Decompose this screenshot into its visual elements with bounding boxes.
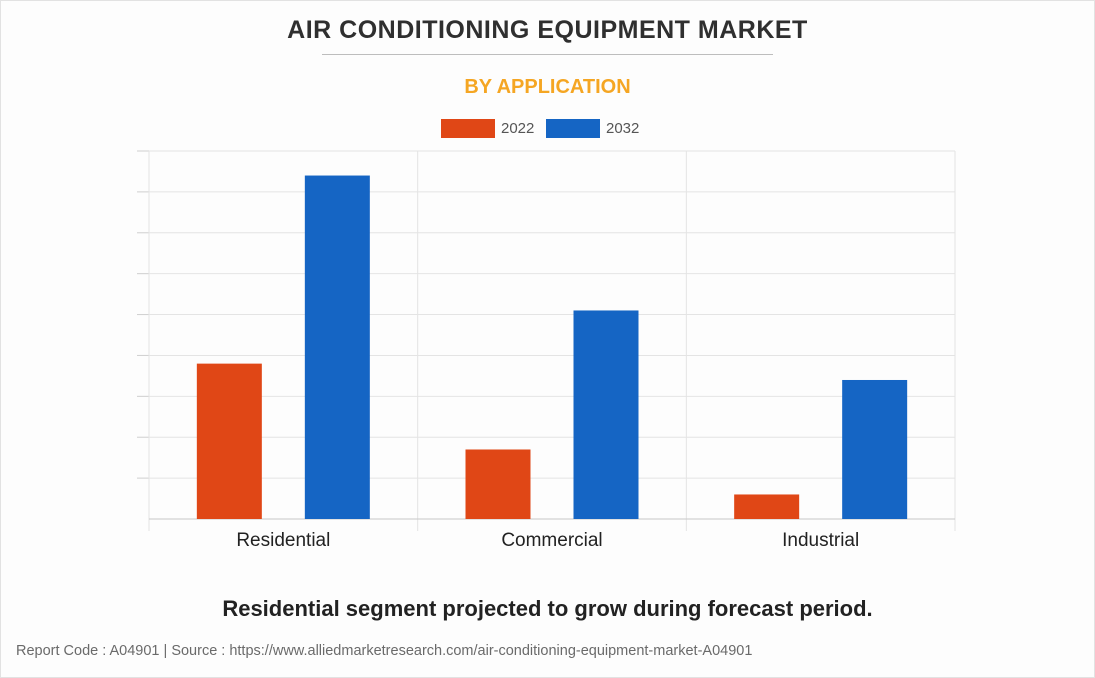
legend-label-2032: 2032 [606,120,640,137]
bar-2032-commercial [573,310,639,519]
x-tick-label: Industrial [782,530,859,551]
bar-2022-industrial [734,494,800,519]
bar-2032-residential [304,175,370,520]
legend-swatch-2032 [546,119,600,138]
bar-2022-commercial [465,449,531,519]
legend-item-2032[interactable]: 2032 [546,119,639,138]
x-tick-label: Residential [236,530,330,551]
legend-label-2022: 2022 [501,120,535,137]
bar-chart: Residential Commercial Industrial [137,150,956,551]
source-line: Report Code : A04901 | Source : https://… [16,643,753,659]
chart-subtitle: BY APPLICATION [464,76,631,98]
legend-swatch-2022 [441,119,495,138]
bar-2022-residential [196,363,262,519]
title-divider [322,54,773,55]
page-title: AIR CONDITIONING EQUIPMENT MARKET [287,16,808,44]
bar-2032-industrial [842,379,908,519]
chart-caption: Residential segment projected to grow du… [222,596,873,621]
legend-item-2022[interactable]: 2022 [441,119,534,138]
x-tick-label: Commercial [501,530,602,551]
